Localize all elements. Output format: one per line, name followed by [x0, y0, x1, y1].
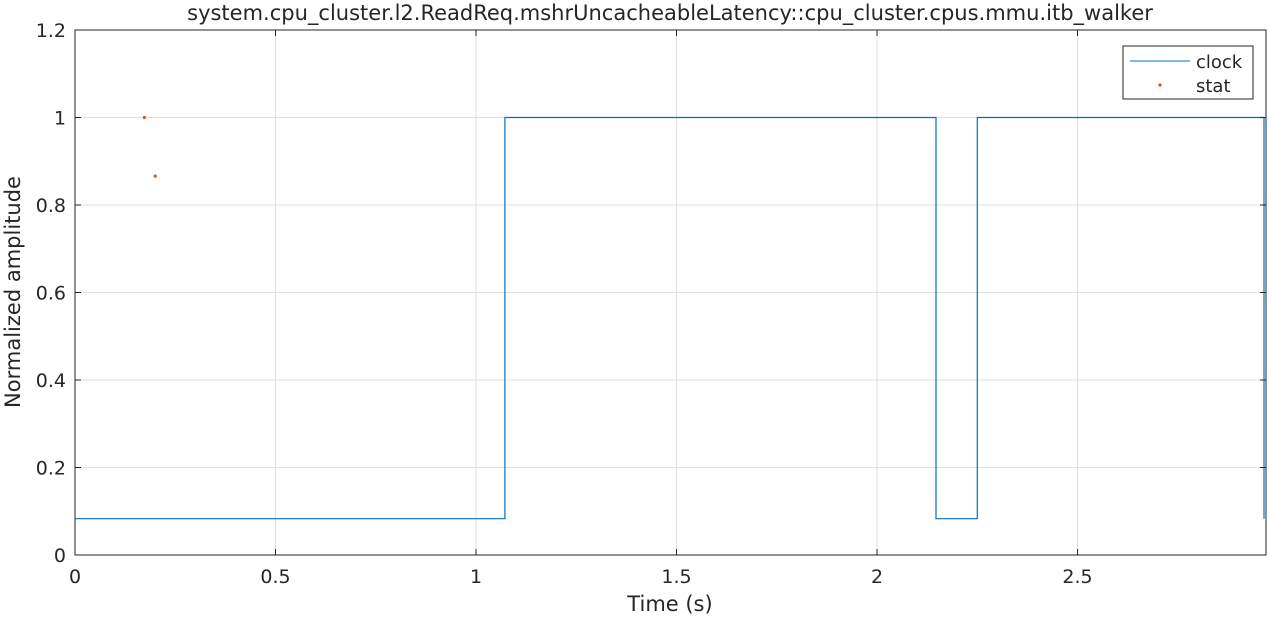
chart-title: system.cpu_cluster.l2.ReadReq.mshrUncach…	[187, 1, 1153, 26]
x-tick-label: 2	[871, 566, 883, 588]
x-tick-label: 0	[69, 566, 81, 588]
y-tick-label: 0.2	[36, 458, 66, 480]
axis-ticks: 0 0.5 1 1.5 2 2.5 0 0.2 0.4 0.6 0.8 1 1.2	[36, 20, 1266, 588]
x-tick-label: 1	[470, 566, 482, 588]
legend-label-clock: clock	[1196, 52, 1243, 73]
x-axis-label: Time (s)	[626, 592, 712, 616]
y-tick-label: 0.4	[36, 370, 66, 392]
y-tick-label: 0.8	[36, 195, 66, 217]
y-tick-label: 1	[54, 108, 66, 130]
x-tick-label: 2.5	[1062, 566, 1092, 588]
data-point-stat	[142, 115, 146, 120]
series-line-clock	[75, 116, 1265, 520]
legend: clock stat	[1122, 45, 1254, 100]
x-tick-label: 0.5	[260, 566, 290, 588]
data-series	[75, 115, 1265, 520]
data-point-stat	[153, 174, 157, 178]
y-tick-label: 1.2	[36, 20, 66, 42]
legend-swatch-stat	[1158, 83, 1162, 87]
y-axis-label: Normalized amplitude	[1, 176, 25, 408]
y-tick-label: 0	[54, 545, 66, 567]
legend-label-stat: stat	[1196, 76, 1231, 97]
y-tick-label: 0.6	[36, 283, 66, 305]
x-tick-label: 1.5	[661, 566, 691, 588]
legend-box	[1122, 45, 1254, 100]
